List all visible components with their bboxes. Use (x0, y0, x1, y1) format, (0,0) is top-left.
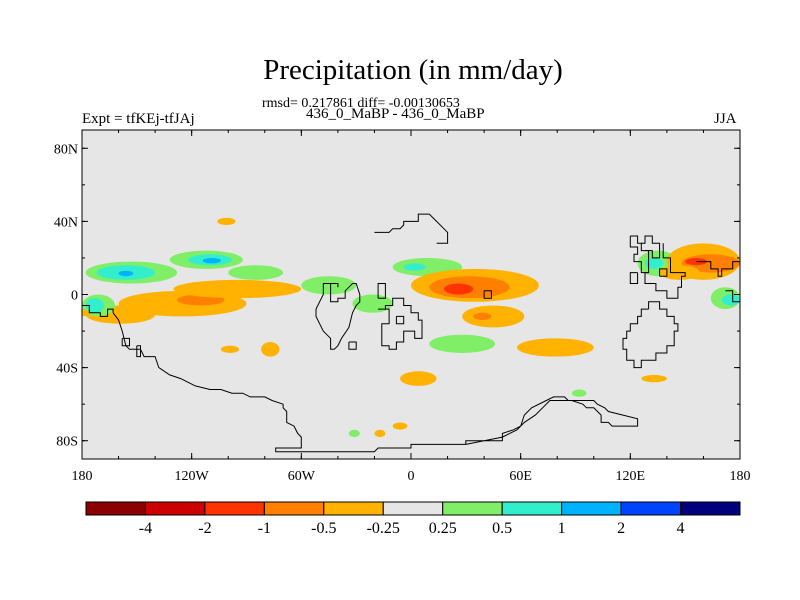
anomaly-patch (374, 429, 386, 438)
anomaly-patch (261, 342, 280, 357)
season-label: JJA (714, 111, 737, 127)
coastline (644, 243, 686, 299)
coastline (483, 290, 492, 299)
anomaly-patch (202, 257, 221, 264)
anomaly-patch (403, 263, 426, 271)
colorbar-label: 0.25 (429, 520, 457, 537)
coastline (622, 301, 679, 369)
anomaly-patch (473, 312, 492, 321)
anomaly-patch (348, 429, 360, 438)
x-tick-label: 60W (288, 469, 316, 484)
x-tick-label: 60E (509, 469, 532, 484)
colorbar-label: 1 (558, 520, 566, 537)
y-tick-label: 0 (71, 289, 78, 304)
anomaly-patch (443, 283, 474, 295)
colorbar-swatch (442, 501, 503, 516)
coastline (696, 261, 740, 277)
anomaly-patch (352, 294, 393, 313)
map-title: Precipitation (in mm/day) (263, 54, 563, 86)
coastline (395, 315, 405, 325)
coastline (136, 345, 141, 358)
x-tick-label: 180 (730, 469, 751, 484)
colorbar-label: 2 (617, 520, 625, 537)
coastline (725, 290, 740, 303)
map-axes: 180 120W 60W 0 60E 120E 180 80N 40N 0 40S 80S (54, 130, 751, 484)
coastline (121, 337, 130, 347)
coastline-layer (82, 213, 740, 453)
coastline (315, 283, 361, 350)
anomaly-patch (301, 276, 357, 295)
coastline (377, 283, 386, 299)
coastline (82, 305, 114, 317)
y-tick-label: 80S (56, 435, 78, 450)
colorbar-label: -4 (139, 520, 152, 537)
anomaly-patch (220, 345, 240, 353)
colorbar-swatch (501, 501, 563, 516)
y-tick-label: 40S (56, 362, 78, 377)
anomaly-patch (228, 265, 284, 280)
colorbar-label: -1 (258, 520, 271, 537)
anomaly-patch (462, 305, 525, 328)
case-label: 436_0_MaBP - 436_0_MaBP (306, 106, 485, 122)
rmsd-diff-stats: rmsd= 0.217861 diff= -0.00130653 (262, 96, 460, 111)
colorbar-swatch (263, 501, 325, 516)
anomaly-patch (173, 279, 302, 299)
experiment-label: Expt = tfKEj-tfJAj (82, 111, 195, 127)
colorbar-swatch (680, 501, 741, 516)
coastline (659, 268, 668, 277)
colorbar-label: -2 (198, 520, 211, 537)
colorbar-swatch (85, 501, 146, 516)
colorbar-swatch (204, 501, 265, 516)
anomaly-patch (429, 334, 496, 353)
anomaly-patch (571, 389, 587, 397)
coastline (348, 341, 357, 350)
coastline (629, 235, 650, 274)
y-tick-label: 80N (54, 142, 78, 157)
anomaly-patch (721, 294, 740, 306)
coastline (378, 297, 423, 350)
colorbar-label: -0.5 (311, 520, 336, 537)
colorbar-label: -0.25 (367, 520, 400, 537)
y-tick-label: 40N (54, 215, 78, 230)
anomaly-patch (118, 270, 134, 277)
colorbar-swatch (382, 501, 444, 516)
x-tick-label: 0 (408, 469, 415, 484)
colorbar-swatch (323, 501, 384, 516)
anomaly-patch (82, 309, 90, 317)
coastline (112, 312, 639, 453)
x-tick-label: 120E (616, 469, 646, 484)
anomaly-field (82, 217, 740, 438)
colorbar-swatch (144, 501, 206, 516)
anomaly-patch (85, 298, 104, 313)
coastline (330, 283, 339, 288)
anomaly-patch (641, 374, 667, 383)
anomaly-patch (217, 217, 236, 226)
colorbar-swatch (620, 501, 682, 516)
x-tick-label: 120W (175, 469, 210, 484)
anomaly-patch (517, 338, 594, 357)
anomaly-patch (644, 257, 664, 269)
coastline (629, 272, 639, 284)
anomaly-patch (400, 371, 437, 386)
x-tick-label: 180 (72, 469, 93, 484)
colorbar-swatch (561, 501, 622, 516)
coastline (374, 213, 449, 244)
colorbar: -4 -2 -1 -0.5 -0.25 0.25 0.5 1 2 4 (85, 501, 741, 537)
colorbar-label: 4 (677, 520, 685, 537)
colorbar-label: 0.5 (492, 520, 512, 537)
coastline (641, 235, 661, 259)
anomaly-patch (392, 422, 408, 430)
